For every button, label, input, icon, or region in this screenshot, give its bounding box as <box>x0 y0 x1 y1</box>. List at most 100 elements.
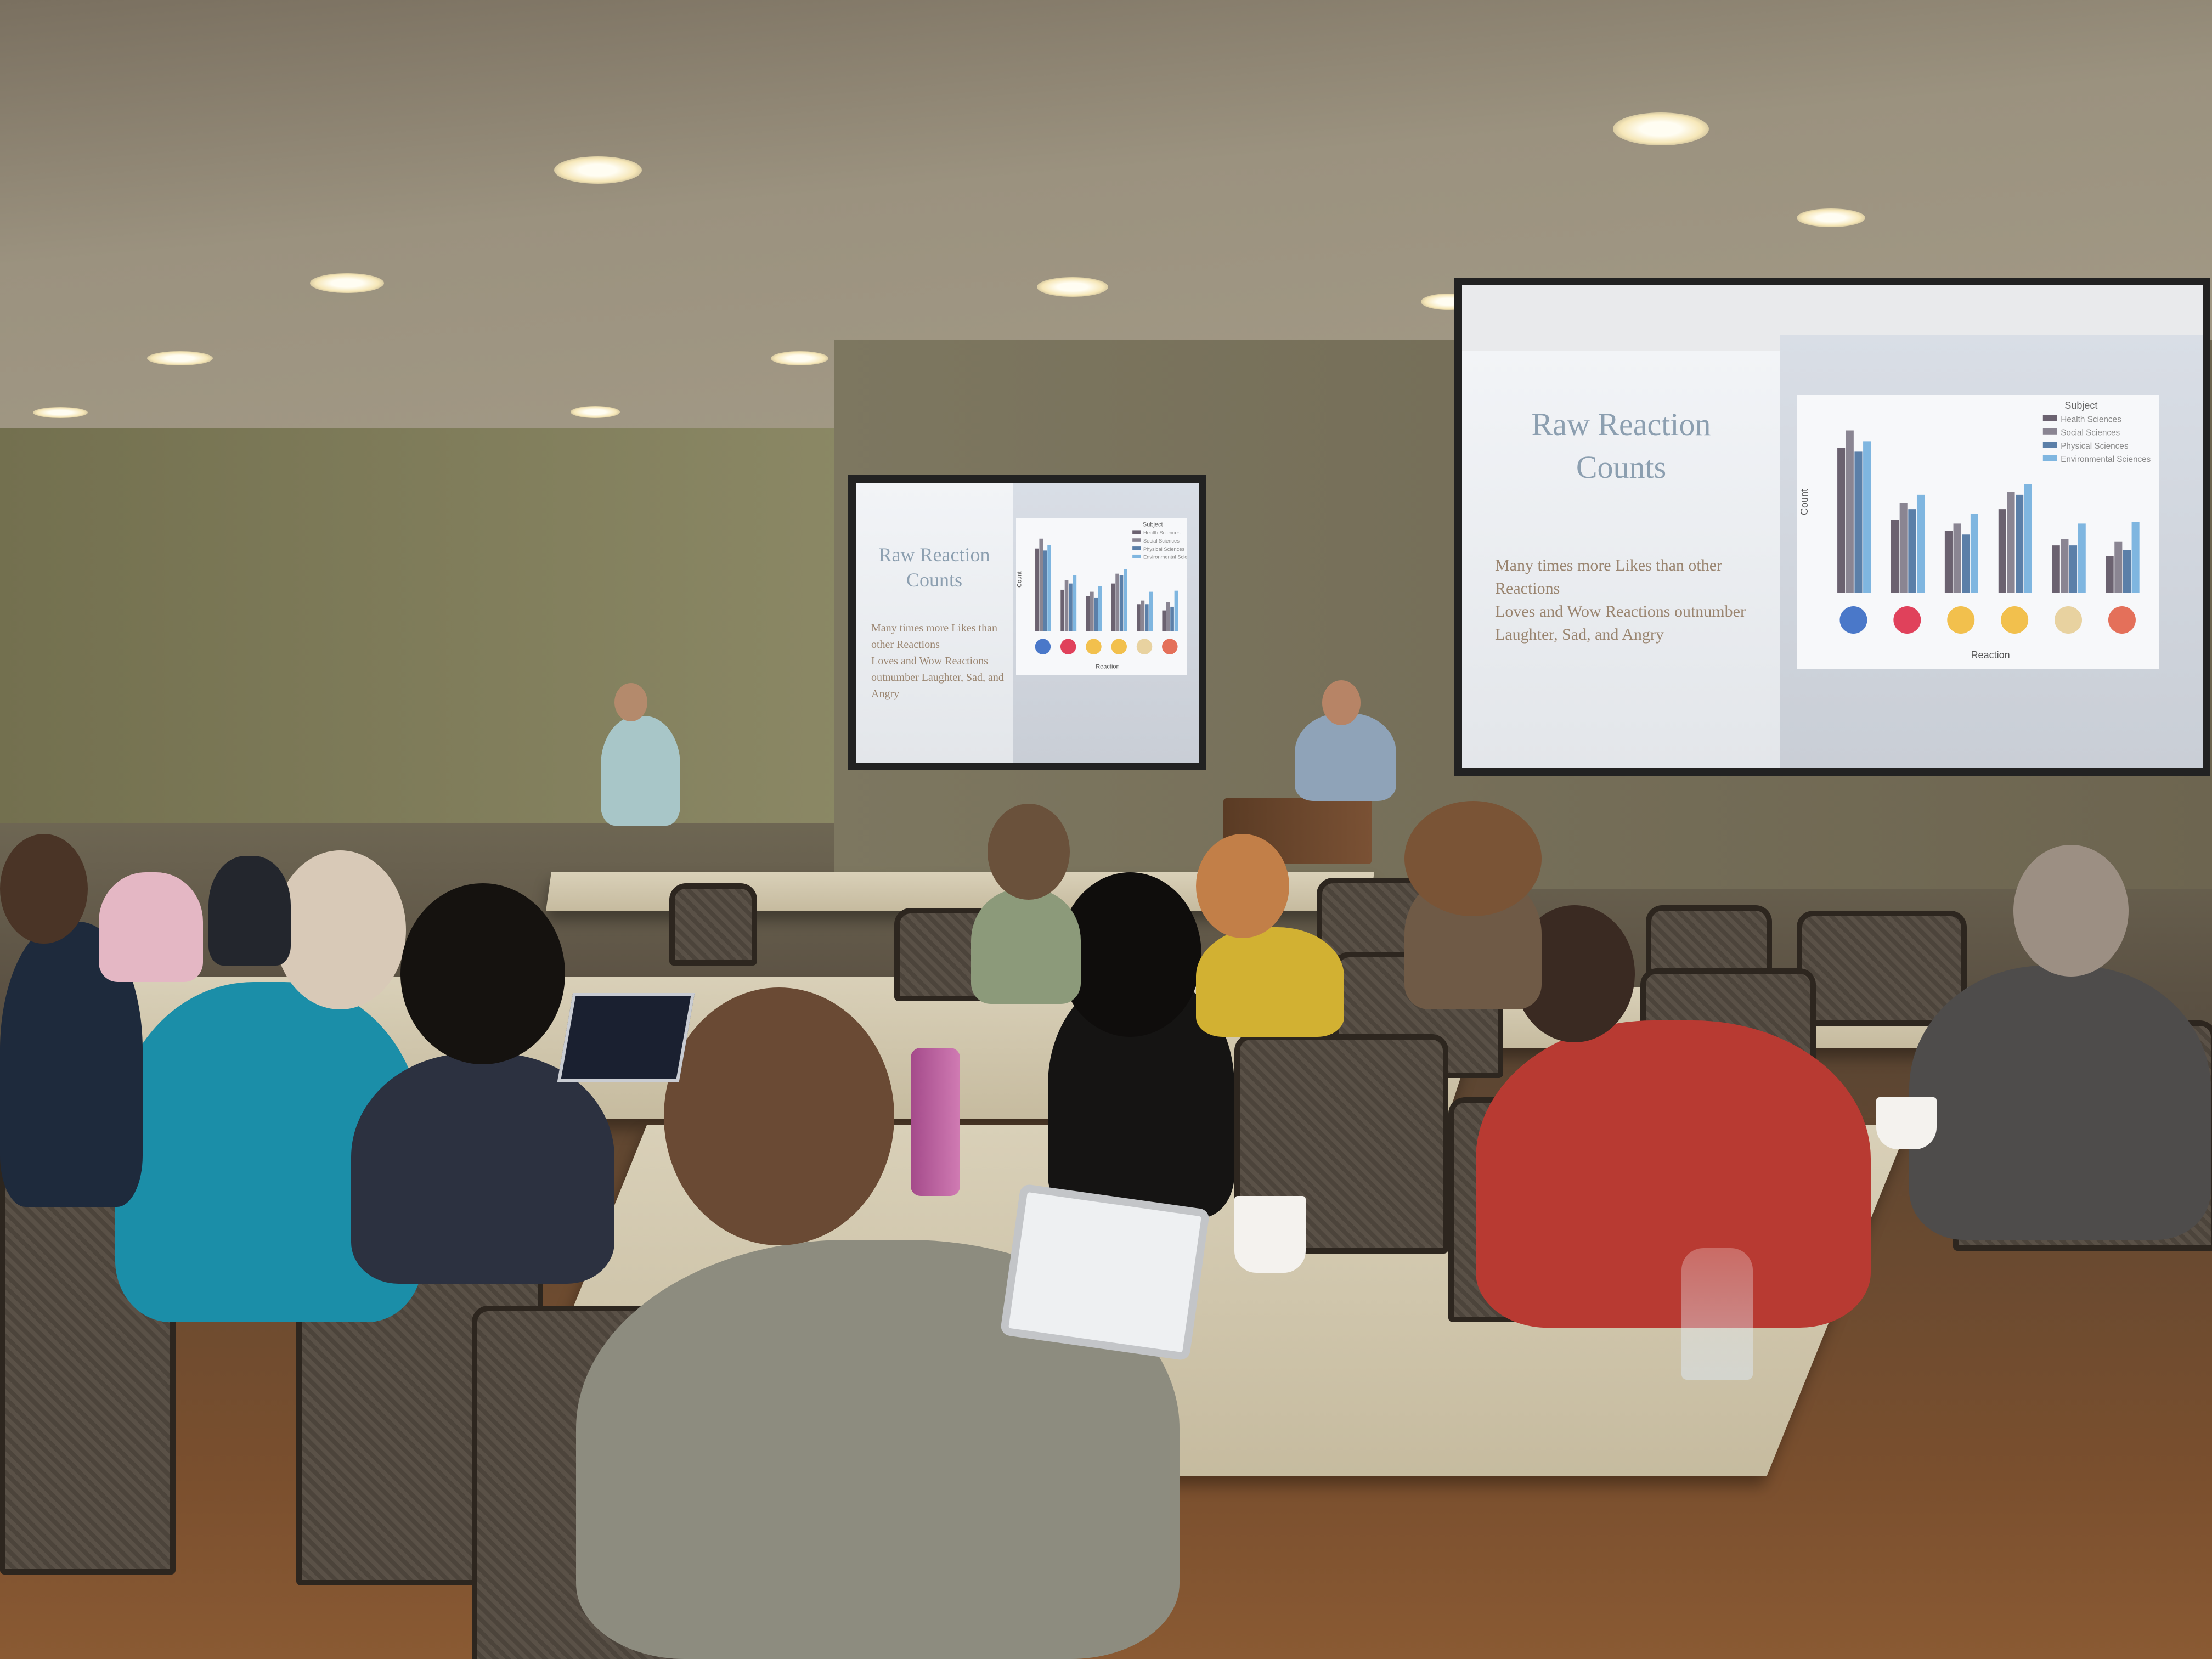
sad-icon <box>2055 606 2083 634</box>
bar <box>1124 569 1127 631</box>
legend-entry: Environmental Sciences <box>1143 555 1187 560</box>
bar <box>2131 522 2140 592</box>
bar <box>1035 548 1039 631</box>
bar <box>1141 600 1145 631</box>
bar <box>1953 523 1961 592</box>
wow-icon <box>2001 606 2029 634</box>
bar <box>2123 550 2131 592</box>
right-projection-screen: Raw Reaction Counts Many times more Like… <box>1462 285 2203 768</box>
bar <box>1098 586 1102 631</box>
audience-head <box>400 883 565 1064</box>
slide-bullet: Many times more Likes than other Reactio… <box>1495 556 1723 597</box>
left-projection-screen: Raw Reaction Counts Many times more Like… <box>856 483 1199 763</box>
bar <box>1891 520 1899 592</box>
audience-head <box>988 804 1070 900</box>
left-wall <box>0 428 850 823</box>
coffee-mug <box>1234 1196 1306 1273</box>
legend-swatch <box>2042 455 2057 461</box>
audience-member <box>1196 927 1344 1037</box>
bar <box>1090 591 1094 631</box>
legend-swatch <box>2042 415 2057 421</box>
slide-bullet: Loves and Wow Reactions outnumber Laught… <box>1495 602 1746 644</box>
legend-entry: Environmental Sciences <box>2061 455 2151 464</box>
audience-member <box>1476 1020 1871 1328</box>
bar <box>1970 514 1978 592</box>
bar <box>2016 494 2024 592</box>
slide-title-line1: Raw Reaction <box>1531 407 1711 442</box>
x-axis-label: Reaction <box>1971 650 2010 661</box>
haha-icon <box>1947 606 1975 634</box>
chair <box>1797 911 1967 1026</box>
ceiling-light <box>1613 112 1709 145</box>
legend-swatch <box>1132 546 1141 550</box>
legend-swatch <box>1132 530 1141 534</box>
presenter-head <box>1322 680 1361 725</box>
slide-bullet: Many times more Likes than other Reactio… <box>871 622 997 651</box>
slide-chart-panel: Count Reaction Subject Health Sciences Socia… <box>1780 335 2203 768</box>
audience-head <box>1404 801 1542 916</box>
bar <box>1174 590 1178 631</box>
bar <box>1086 596 1090 631</box>
legend-title: Subject <box>2064 400 2097 411</box>
sad-icon <box>1136 639 1153 654</box>
angry-icon <box>1162 639 1178 654</box>
bar <box>2069 545 2078 592</box>
bar <box>1170 606 1174 631</box>
reaction-bar-chart-small: Count Reaction Subject Health Sciences Socia… <box>1016 518 1187 675</box>
legend-swatch <box>1132 538 1141 542</box>
y-axis-label: Count <box>1799 489 1810 515</box>
bar <box>2061 539 2069 592</box>
bar <box>1962 534 1970 592</box>
slide-text-panel: Raw Reaction Counts Many times more Like… <box>1462 351 1780 768</box>
bar <box>1149 591 1153 631</box>
bar <box>1166 602 1170 631</box>
ceiling-light <box>1797 208 1865 227</box>
ceiling-light <box>554 156 642 184</box>
haha-icon <box>1086 639 1102 654</box>
x-axis-label: Reaction <box>1096 664 1119 670</box>
ceiling-light <box>147 351 213 365</box>
bar <box>1047 545 1051 631</box>
legend-swatch <box>2042 442 2057 448</box>
audience-head <box>274 850 406 1009</box>
bar <box>2106 556 2114 592</box>
slide-bullet: Loves and Wow Reactions outnumber Laught… <box>871 655 1004 700</box>
bar <box>1039 538 1043 631</box>
slide-title-line1: Raw Reaction <box>878 544 990 566</box>
like-icon <box>1035 639 1051 654</box>
ceiling-light <box>571 406 620 418</box>
bar <box>1144 604 1149 631</box>
bar <box>1064 580 1069 631</box>
audience-head <box>1196 834 1289 938</box>
bar <box>1863 441 1871 592</box>
audience-member <box>1909 966 2211 1240</box>
bar <box>1899 503 1908 592</box>
bar <box>1060 589 1064 631</box>
audience-head <box>1059 872 1201 1037</box>
bar <box>2052 545 2060 592</box>
y-axis-label: Count <box>1016 571 1023 587</box>
audience-member <box>351 1053 614 1284</box>
legend-swatch <box>1132 554 1141 558</box>
angry-icon <box>2108 606 2136 634</box>
ceiling-light <box>1037 277 1108 297</box>
coffee-mug <box>1876 1097 1937 1149</box>
bar <box>2078 523 2086 592</box>
standing-man-head <box>614 683 647 721</box>
audience-head <box>664 988 894 1245</box>
audience-member <box>971 889 1081 1004</box>
ceiling-light <box>310 273 384 293</box>
audience-head <box>0 834 88 944</box>
bar <box>1908 509 1916 592</box>
bar <box>1137 604 1141 631</box>
love-icon <box>1060 639 1076 654</box>
bar <box>2024 484 2032 592</box>
legend-swatch <box>2042 428 2057 435</box>
tablet <box>1000 1183 1210 1361</box>
bar <box>1846 430 1854 592</box>
audience-head <box>2013 845 2129 977</box>
wow-icon <box>1111 639 1127 654</box>
legend-entry: Physical Sciences <box>2061 442 2129 451</box>
bar <box>1916 494 1925 592</box>
bar <box>1115 573 1119 631</box>
